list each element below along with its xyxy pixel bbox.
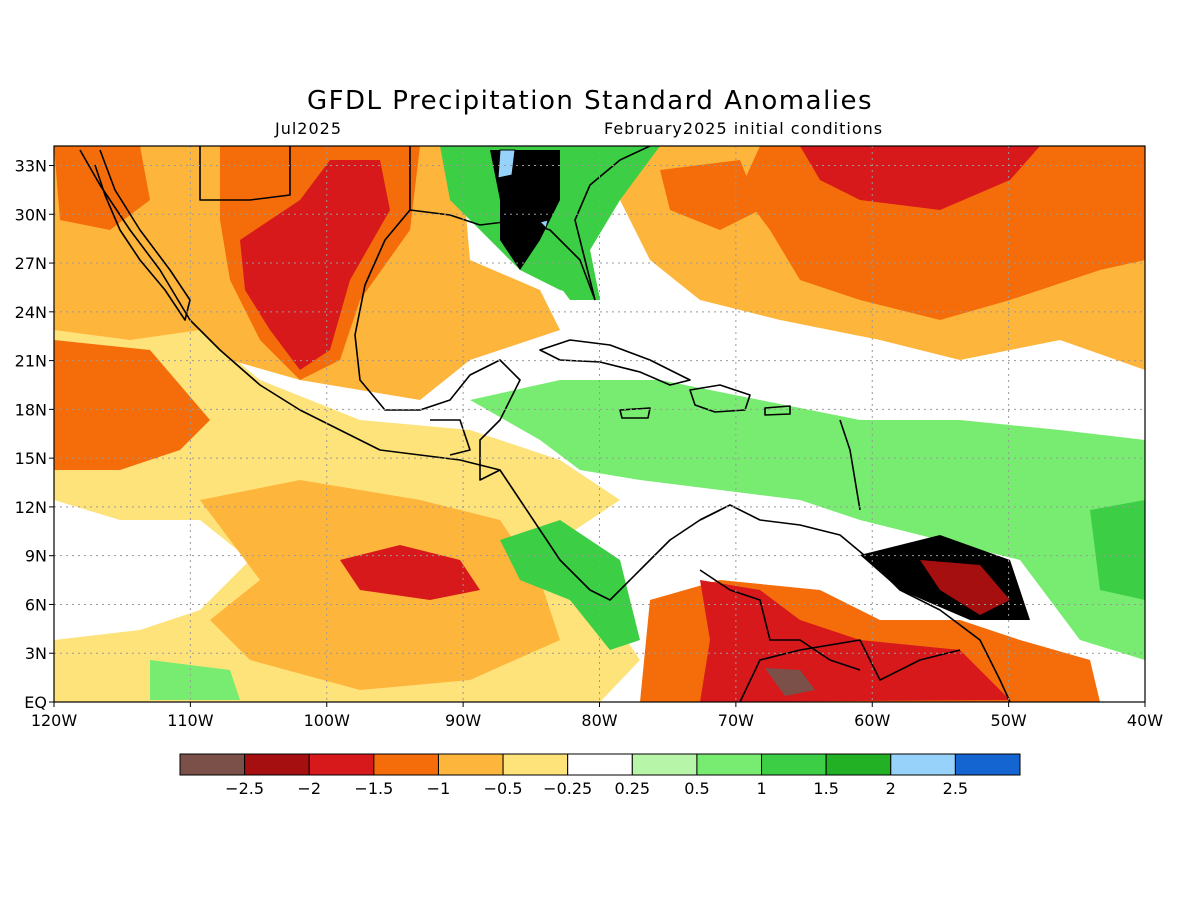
colorbar-label: −1.5 bbox=[354, 779, 393, 798]
lat-label: 15N bbox=[15, 449, 47, 468]
coast-us-gulf bbox=[409, 209, 596, 301]
colorbar-swatch bbox=[954, 753, 1021, 776]
coast-gulf-mexico bbox=[354, 146, 521, 481]
coastlines bbox=[79, 146, 1011, 702]
colorbar-swatch bbox=[502, 753, 569, 776]
colorbar-label: −1 bbox=[427, 779, 451, 798]
coast-florida-east bbox=[574, 146, 651, 301]
colorbar-label: 0.25 bbox=[614, 779, 650, 798]
map-title: GFDL Precipitation Standard Anomalies bbox=[306, 86, 874, 116]
lon-label: 70W bbox=[718, 711, 754, 730]
lat-label: 12N bbox=[15, 498, 47, 517]
coast-south-america-north bbox=[699, 504, 1011, 702]
border-colombia-venezuela bbox=[699, 569, 861, 671]
lon-label: 90W bbox=[445, 711, 481, 730]
latitude-axis: 33N 30N 27N 24N 21N 18N 15N 12N 9N 6N 3N EQ bbox=[15, 157, 54, 712]
lon-label: 110W bbox=[167, 711, 214, 730]
initial-conditions: February2025 initial conditions bbox=[604, 119, 884, 138]
longitude-axis: 120W 110W 100W 90W 80W 70W 60W 50W 40W bbox=[31, 702, 1163, 730]
region-se-us-green bbox=[440, 146, 660, 300]
lat-label: 6N bbox=[25, 595, 47, 614]
region-caribbean-green bbox=[470, 380, 1145, 660]
coast-cuba bbox=[539, 339, 691, 386]
lat-label: EQ bbox=[24, 693, 47, 712]
border-brazil bbox=[739, 639, 961, 702]
region-east-green-dark bbox=[1090, 500, 1145, 600]
colorbar-swatch bbox=[244, 753, 310, 776]
lat-label: 33N bbox=[15, 157, 47, 176]
lon-label: 60W bbox=[854, 711, 890, 730]
coast-lesser-antilles bbox=[839, 419, 861, 511]
region-mexico-red bbox=[240, 160, 390, 370]
colorbar-swatch bbox=[437, 753, 504, 776]
coast-mexico-pacific bbox=[79, 149, 721, 601]
colorbar-label: 2.5 bbox=[943, 779, 968, 798]
colorbar-swatch bbox=[825, 753, 892, 776]
region-central-america-green bbox=[500, 520, 640, 650]
lon-label: 80W bbox=[581, 711, 617, 730]
colorbar: −2.5 −2 −1.5 −1 −0.5 −0.25 0.25 0.5 1 1.5 2 2.5 bbox=[179, 753, 1021, 798]
colorbar-label: −2 bbox=[297, 779, 321, 798]
colorbar-swatch bbox=[308, 753, 375, 776]
colorbar-swatch bbox=[373, 753, 439, 776]
lat-label: 24N bbox=[15, 303, 47, 322]
colorbar-label: −2.5 bbox=[225, 779, 264, 798]
lat-label: 18N bbox=[15, 400, 47, 419]
region-atlantic-red bbox=[800, 146, 1040, 210]
region-brown-core bbox=[765, 668, 815, 696]
border-guatemala bbox=[430, 419, 471, 456]
colorbar-swatch bbox=[179, 753, 246, 776]
region-se-us-dark-green bbox=[490, 150, 560, 270]
colorbar-label: −0.25 bbox=[543, 779, 592, 798]
lat-label: 30N bbox=[15, 205, 47, 224]
colorbar-swatch bbox=[567, 753, 633, 776]
colorbar-swatch bbox=[631, 753, 698, 776]
region-guianas-dark-red bbox=[920, 560, 1010, 615]
lat-label: 3N bbox=[25, 644, 47, 663]
colorbar-label: 0.5 bbox=[684, 779, 709, 798]
lon-label: 100W bbox=[304, 711, 351, 730]
border-us-mexico bbox=[199, 146, 291, 201]
colorbar-swatch bbox=[761, 753, 827, 776]
coast-puerto-rico bbox=[764, 405, 791, 416]
colorbar-label: 1 bbox=[756, 779, 766, 798]
lat-label: 27N bbox=[15, 254, 47, 273]
lon-label: 40W bbox=[1127, 711, 1163, 730]
colorbar-swatch bbox=[696, 753, 763, 776]
lon-label: 50W bbox=[991, 711, 1027, 730]
lon-label: 120W bbox=[31, 711, 78, 730]
valid-month: Jul2025 bbox=[275, 119, 343, 138]
lake-okeechobee bbox=[497, 149, 516, 179]
lake-small bbox=[539, 219, 549, 229]
gridlines bbox=[54, 146, 1145, 702]
region-atlantic-orange-patch bbox=[660, 160, 760, 230]
coast-baja bbox=[94, 149, 191, 321]
region-pacific-red-blob bbox=[340, 545, 480, 600]
coast-jamaica bbox=[619, 407, 651, 419]
coast-hispaniola bbox=[689, 384, 751, 413]
colorbar-label: 1.5 bbox=[813, 779, 838, 798]
lat-label: 9N bbox=[25, 547, 47, 566]
colorbar-swatch bbox=[890, 753, 956, 776]
colorbar-label: 2 bbox=[886, 779, 896, 798]
colorbar-label: −0.5 bbox=[484, 779, 523, 798]
lat-label: 21N bbox=[15, 352, 47, 371]
region-west-red-patch bbox=[54, 370, 150, 460]
region-pacific-green bbox=[150, 660, 240, 700]
